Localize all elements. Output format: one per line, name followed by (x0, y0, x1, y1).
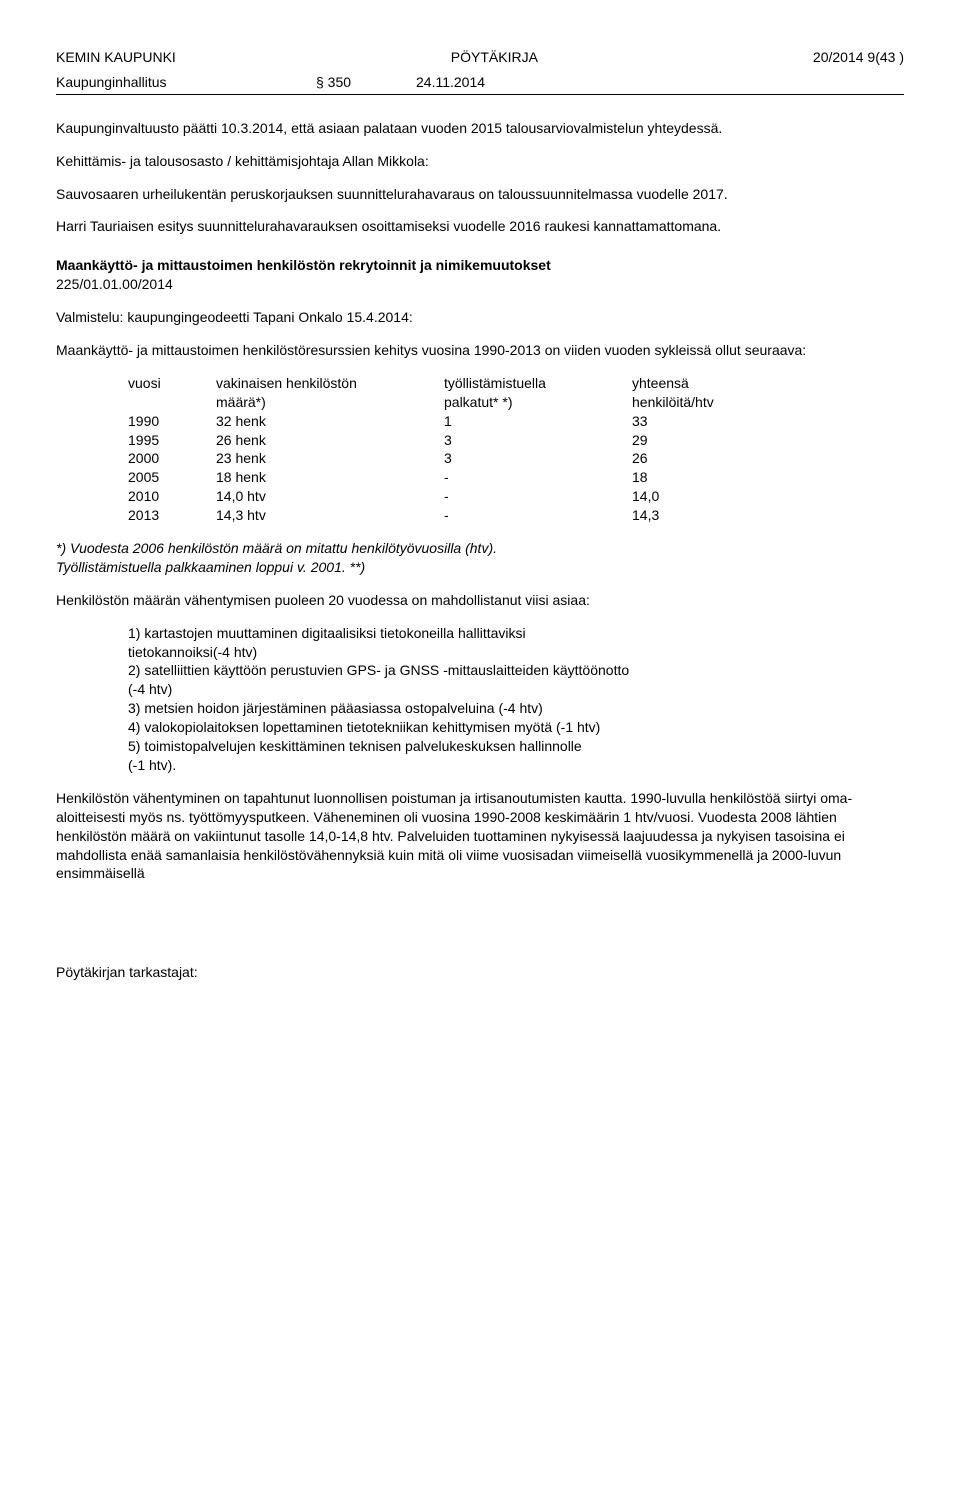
section-heading: Maankäyttö- ja mittaustoimen henkilöstön… (56, 256, 904, 294)
list-item: tietokannoiksi(-4 htv) (128, 643, 904, 662)
table-row: 2005 18 henk - 18 (128, 468, 770, 487)
table-row: 1990 32 henk 1 33 (128, 412, 770, 431)
meeting-date: 24.11.2014 (416, 73, 485, 92)
org-name: KEMIN KAUPUNKI (56, 48, 176, 67)
table-row: 2010 14,0 htv - 14,0 (128, 487, 770, 506)
preparer: Valmistelu: kaupungingeodeetti Tapani On… (56, 308, 904, 327)
col-subsidized: työllistämistuella palkatut* *) (444, 374, 632, 412)
paragraph: Henkilöstön vähentyminen on tapahtunut l… (56, 789, 904, 883)
list-item: 4) valokopiolaitoksen lopettaminen tieto… (128, 718, 904, 737)
paragraph: Henkilöstön määrän vähentymisen puoleen … (56, 591, 904, 610)
footer-text: Pöytäkirjan tarkastajat: (56, 963, 904, 982)
list-item: 5) toimistopalvelujen keskittäminen tekn… (128, 737, 904, 756)
doc-number: 20/2014 9(43 ) (813, 48, 904, 67)
table-header-row: vuosi vakinaisen henkilöstön määrä*) työ… (128, 374, 770, 412)
personnel-table: vuosi vakinaisen henkilöstön määrä*) työ… (128, 374, 770, 525)
col-year: vuosi (128, 374, 216, 412)
table-row: 1995 26 henk 3 29 (128, 431, 770, 450)
list-item: 2) satelliittien käyttöön perustuvien GP… (128, 661, 904, 680)
table-row: 2000 23 henk 3 26 (128, 449, 770, 468)
header-row-1: KEMIN KAUPUNKI PÖYTÄKIRJA 20/2014 9(43 ) (56, 48, 904, 67)
list-item: 1) kartastojen muuttaminen digitaalisiks… (128, 624, 904, 643)
table-row: 2013 14,3 htv - 14,3 (128, 506, 770, 525)
doc-type: PÖYTÄKIRJA (451, 48, 538, 67)
col-permanent: vakinaisen henkilöstön määrä*) (216, 374, 444, 412)
list-item: (-1 htv). (128, 756, 904, 775)
header-row-2: Kaupunginhallitus § 350 24.11.2014 (56, 73, 904, 92)
col-total: yhteensä henkilöitä/htv (632, 374, 770, 412)
paragraph: Kaupunginvaltuusto päätti 10.3.2014, ett… (56, 119, 904, 138)
paragraph: Kehittämis- ja talousosasto / kehittämis… (56, 152, 904, 171)
meeting-body: Kaupunginhallitus (56, 73, 316, 92)
list-item: 3) metsien hoidon järjestäminen pääasias… (128, 699, 904, 718)
footnote: *) Vuodesta 2006 henkilöstön määrä on mi… (56, 539, 904, 577)
list-item: (-4 htv) (128, 680, 904, 699)
paragraph: Maankäyttö- ja mittaustoimen henkilöstör… (56, 341, 904, 360)
diary-number: 225/01.01.00/2014 (56, 276, 173, 292)
section-number: § 350 (316, 73, 416, 92)
header-rule (56, 94, 904, 95)
section-title-text: Maankäyttö- ja mittaustoimen henkilöstön… (56, 257, 551, 273)
paragraph: Harri Tauriaisen esitys suunnittelurahav… (56, 217, 904, 236)
paragraph: Sauvosaaren urheilukentän peruskorjaukse… (56, 185, 904, 204)
numbered-list: 1) kartastojen muuttaminen digitaalisiks… (128, 624, 904, 775)
